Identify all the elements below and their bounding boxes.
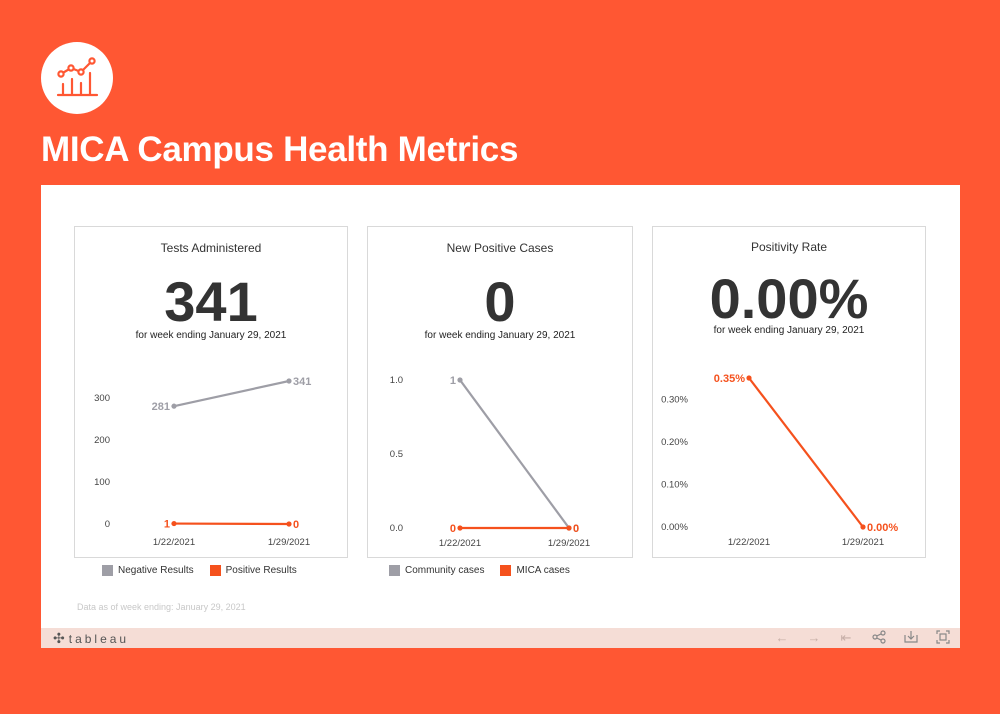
legend-label: Negative Results — [118, 565, 194, 576]
y-tick-label: 0 — [105, 519, 110, 530]
y-tick-label: 0.00% — [661, 522, 688, 533]
card-title: Tests Administered — [160, 241, 262, 255]
x-tick-label: 1/29/2021 — [268, 537, 310, 548]
undo-icon[interactable]: ← — [775, 630, 789, 645]
data-point — [171, 520, 177, 527]
series-line — [748, 377, 864, 528]
legend-swatch — [500, 565, 512, 576]
y-tick-label: 300 — [94, 393, 110, 404]
data-point — [566, 525, 572, 531]
card-subtitle: for week ending January 29, 2021 — [713, 325, 865, 336]
x-tick-label: 1/22/2021 — [439, 538, 481, 549]
revert-icon[interactable]: ⇤ — [840, 630, 852, 645]
x-tick-label: 1/29/2021 — [842, 537, 884, 548]
y-tick-label: 1.0 — [390, 375, 403, 386]
card-subtitle: for week ending January 29, 2021 — [424, 330, 576, 341]
tests-legend: Negative Results Positive Results — [102, 565, 313, 576]
data-label: 0 — [573, 523, 579, 535]
tableau-label: tableau — [68, 631, 130, 646]
legend-swatch — [102, 565, 113, 576]
data-label: 0 — [293, 519, 299, 531]
tests-administered-card: Tests Administered 341 for week ending J… — [74, 226, 348, 558]
data-point — [286, 378, 292, 384]
data-label: 281 — [152, 401, 170, 413]
tableau-toolbar: ✣ tableau ← → ⇤ — [41, 628, 960, 648]
data-label: 1 — [450, 375, 456, 387]
chart-line-icon — [56, 57, 99, 97]
legend-label: Positive Results — [225, 565, 297, 576]
legend-item-community[interactable]: Community cases — [389, 565, 484, 576]
big-number: 341 — [164, 270, 258, 333]
card-title: New Positive Cases — [446, 241, 554, 255]
cases-legend: Community cases MICA cases — [389, 565, 586, 576]
card-subtitle: for week ending January 29, 2021 — [135, 330, 287, 341]
legend-item-mica[interactable]: MICA cases — [500, 565, 570, 576]
data-point — [286, 521, 292, 527]
data-label: 0 — [450, 523, 456, 535]
data-point — [457, 377, 463, 383]
x-tick-label: 1/29/2021 — [548, 538, 590, 549]
data-point — [457, 525, 463, 531]
y-tick-label: 0.10% — [661, 479, 688, 490]
x-tick-label: 1/22/2021 — [728, 537, 770, 548]
download-icon[interactable] — [902, 630, 920, 648]
data-note: Data as of week ending: January 29, 2021 — [77, 602, 246, 612]
y-tick-label: 0.5 — [390, 449, 403, 460]
series-line — [173, 379, 290, 408]
data-label: 0.35% — [714, 373, 745, 385]
data-point — [860, 524, 866, 530]
data-label: 1 — [164, 519, 170, 531]
page-title: MICA Campus Health Metrics — [41, 130, 519, 169]
data-label: 0.00% — [867, 522, 898, 534]
share-icon[interactable] — [870, 630, 888, 648]
y-tick-label: 0.20% — [661, 437, 688, 448]
big-number: 0.00% — [709, 267, 869, 330]
positivity-line-chart: 0.00% 0.10% 0.20% 0.30% 1/22/2021 1/29/2021 0.… — [661, 373, 898, 548]
new-positive-cases-card: New Positive Cases 0 for week ending Jan… — [367, 226, 633, 558]
legend-item-positive[interactable]: Positive Results — [209, 565, 297, 576]
y-tick-label: 200 — [94, 435, 110, 446]
legend-swatch — [209, 565, 221, 576]
data-label: 341 — [293, 376, 311, 388]
y-tick-label: 100 — [94, 477, 110, 488]
tests-line-chart: 0 100 200 300 1/22/2021 1/29/2021 281 341 1 0 — [94, 376, 311, 548]
legend-label: Community cases — [405, 565, 485, 576]
y-tick-label: 0.0 — [390, 523, 403, 534]
legend-swatch — [389, 565, 400, 576]
legend-label: MICA cases — [516, 565, 570, 576]
y-tick-label: 0.30% — [661, 394, 688, 405]
data-point — [171, 403, 177, 409]
fullscreen-icon[interactable] — [934, 630, 952, 648]
data-label: 0 — [573, 523, 579, 535]
data-point — [746, 375, 752, 381]
redo-icon[interactable]: → — [807, 630, 821, 645]
positivity-rate-card: Positivity Rate 0.00% for week ending Ja… — [652, 226, 926, 558]
big-number: 0 — [484, 270, 516, 333]
tableau-viz: Tests Administered 341 for week ending J… — [41, 185, 960, 648]
logo-badge — [41, 42, 113, 114]
series-line — [459, 379, 570, 529]
tableau-logo[interactable]: ✣ tableau — [53, 630, 129, 647]
x-tick-label: 1/22/2021 — [153, 537, 195, 548]
legend-item-negative[interactable]: Negative Results — [102, 565, 194, 576]
card-title: Positivity Rate — [750, 240, 828, 254]
tableau-logo-icon: ✣ — [53, 630, 65, 646]
